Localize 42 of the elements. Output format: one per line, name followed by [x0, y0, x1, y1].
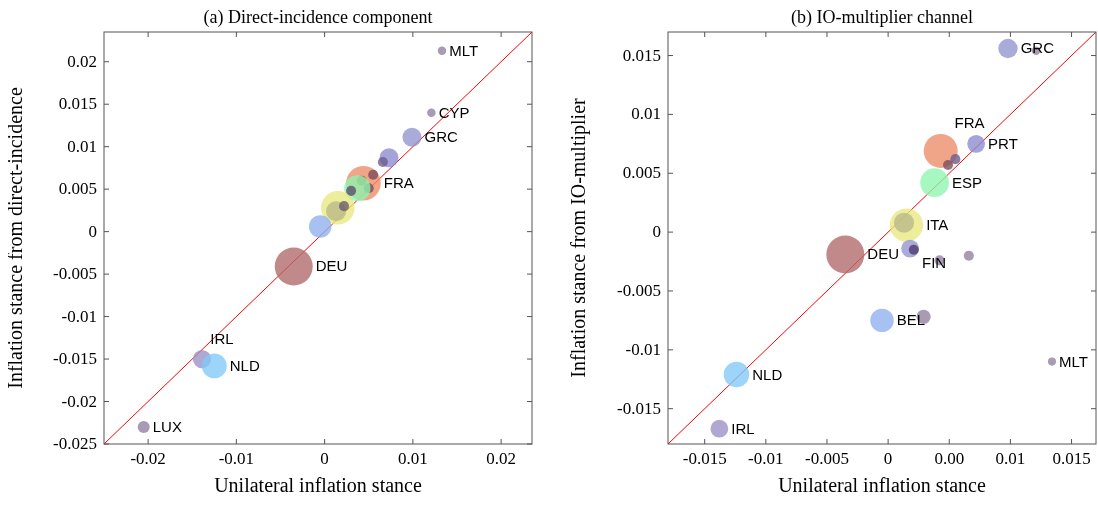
x-axis-title: Unilateral inflation stance — [778, 474, 986, 496]
annotation: DEU — [315, 257, 348, 275]
x-tick-label: -0.01 — [748, 449, 784, 468]
y-tick-label: 0 — [88, 221, 97, 241]
y-tick-label: -0.02 — [61, 391, 97, 411]
y-tick-label: 0.005 — [622, 163, 661, 183]
annotation: NLD — [229, 356, 260, 374]
x-tick-label: 0.02 — [486, 449, 516, 468]
y-tick-label: 0.01 — [631, 104, 661, 124]
annotation: IRL — [210, 329, 234, 347]
annotation: LUX — [152, 418, 182, 436]
x-tick-label: 0.00 — [934, 449, 965, 468]
x-tick-label: -0.02 — [130, 449, 166, 468]
y-tick-label: -0.01 — [625, 339, 661, 359]
y-tick-label: -0.015 — [617, 398, 661, 418]
y-tick-label: 0 — [652, 222, 661, 242]
x-tick-label: -0.005 — [805, 449, 849, 468]
y-axis-title: Inflation stance from IO-multiplier — [567, 97, 590, 378]
y-tick-label: 0.02 — [67, 51, 97, 71]
annotation: GRC — [424, 128, 458, 146]
y-tick-label: 0.015 — [58, 94, 97, 114]
x-tick-label: 0.01 — [397, 449, 428, 468]
x-tick-label: 0 — [883, 449, 893, 468]
x-tick-label: -0.015 — [682, 449, 727, 468]
y-tick-label: -0.005 — [53, 264, 97, 284]
chart-title: (a) Direct-incidence component — [203, 7, 433, 28]
y-tick-label: -0.01 — [61, 306, 97, 326]
x-axis-title: Unilateral inflation stance — [214, 474, 422, 496]
x-tick-label: 0 — [320, 449, 329, 468]
chart-title: (b) IO-multiplier channel — [791, 7, 973, 28]
y-tick-label: 0.01 — [67, 136, 97, 156]
y-tick-label: -0.025 — [53, 434, 97, 453]
y-tick-label: 0.005 — [58, 179, 97, 199]
annotation: FRA — [383, 174, 414, 192]
y-tick-label: -0.015 — [53, 349, 97, 369]
annotation: MLT — [449, 41, 479, 59]
y-tick-label: 0.015 — [622, 45, 661, 65]
x-tick-label: 0.01 — [995, 449, 1026, 468]
y-axis-title: Inflation stance from direct-incidence — [4, 87, 26, 389]
x-tick-label: -0.01 — [218, 449, 255, 468]
y-tick-label: -0.005 — [617, 280, 661, 300]
x-tick-label: 0.015 — [1052, 449, 1091, 468]
